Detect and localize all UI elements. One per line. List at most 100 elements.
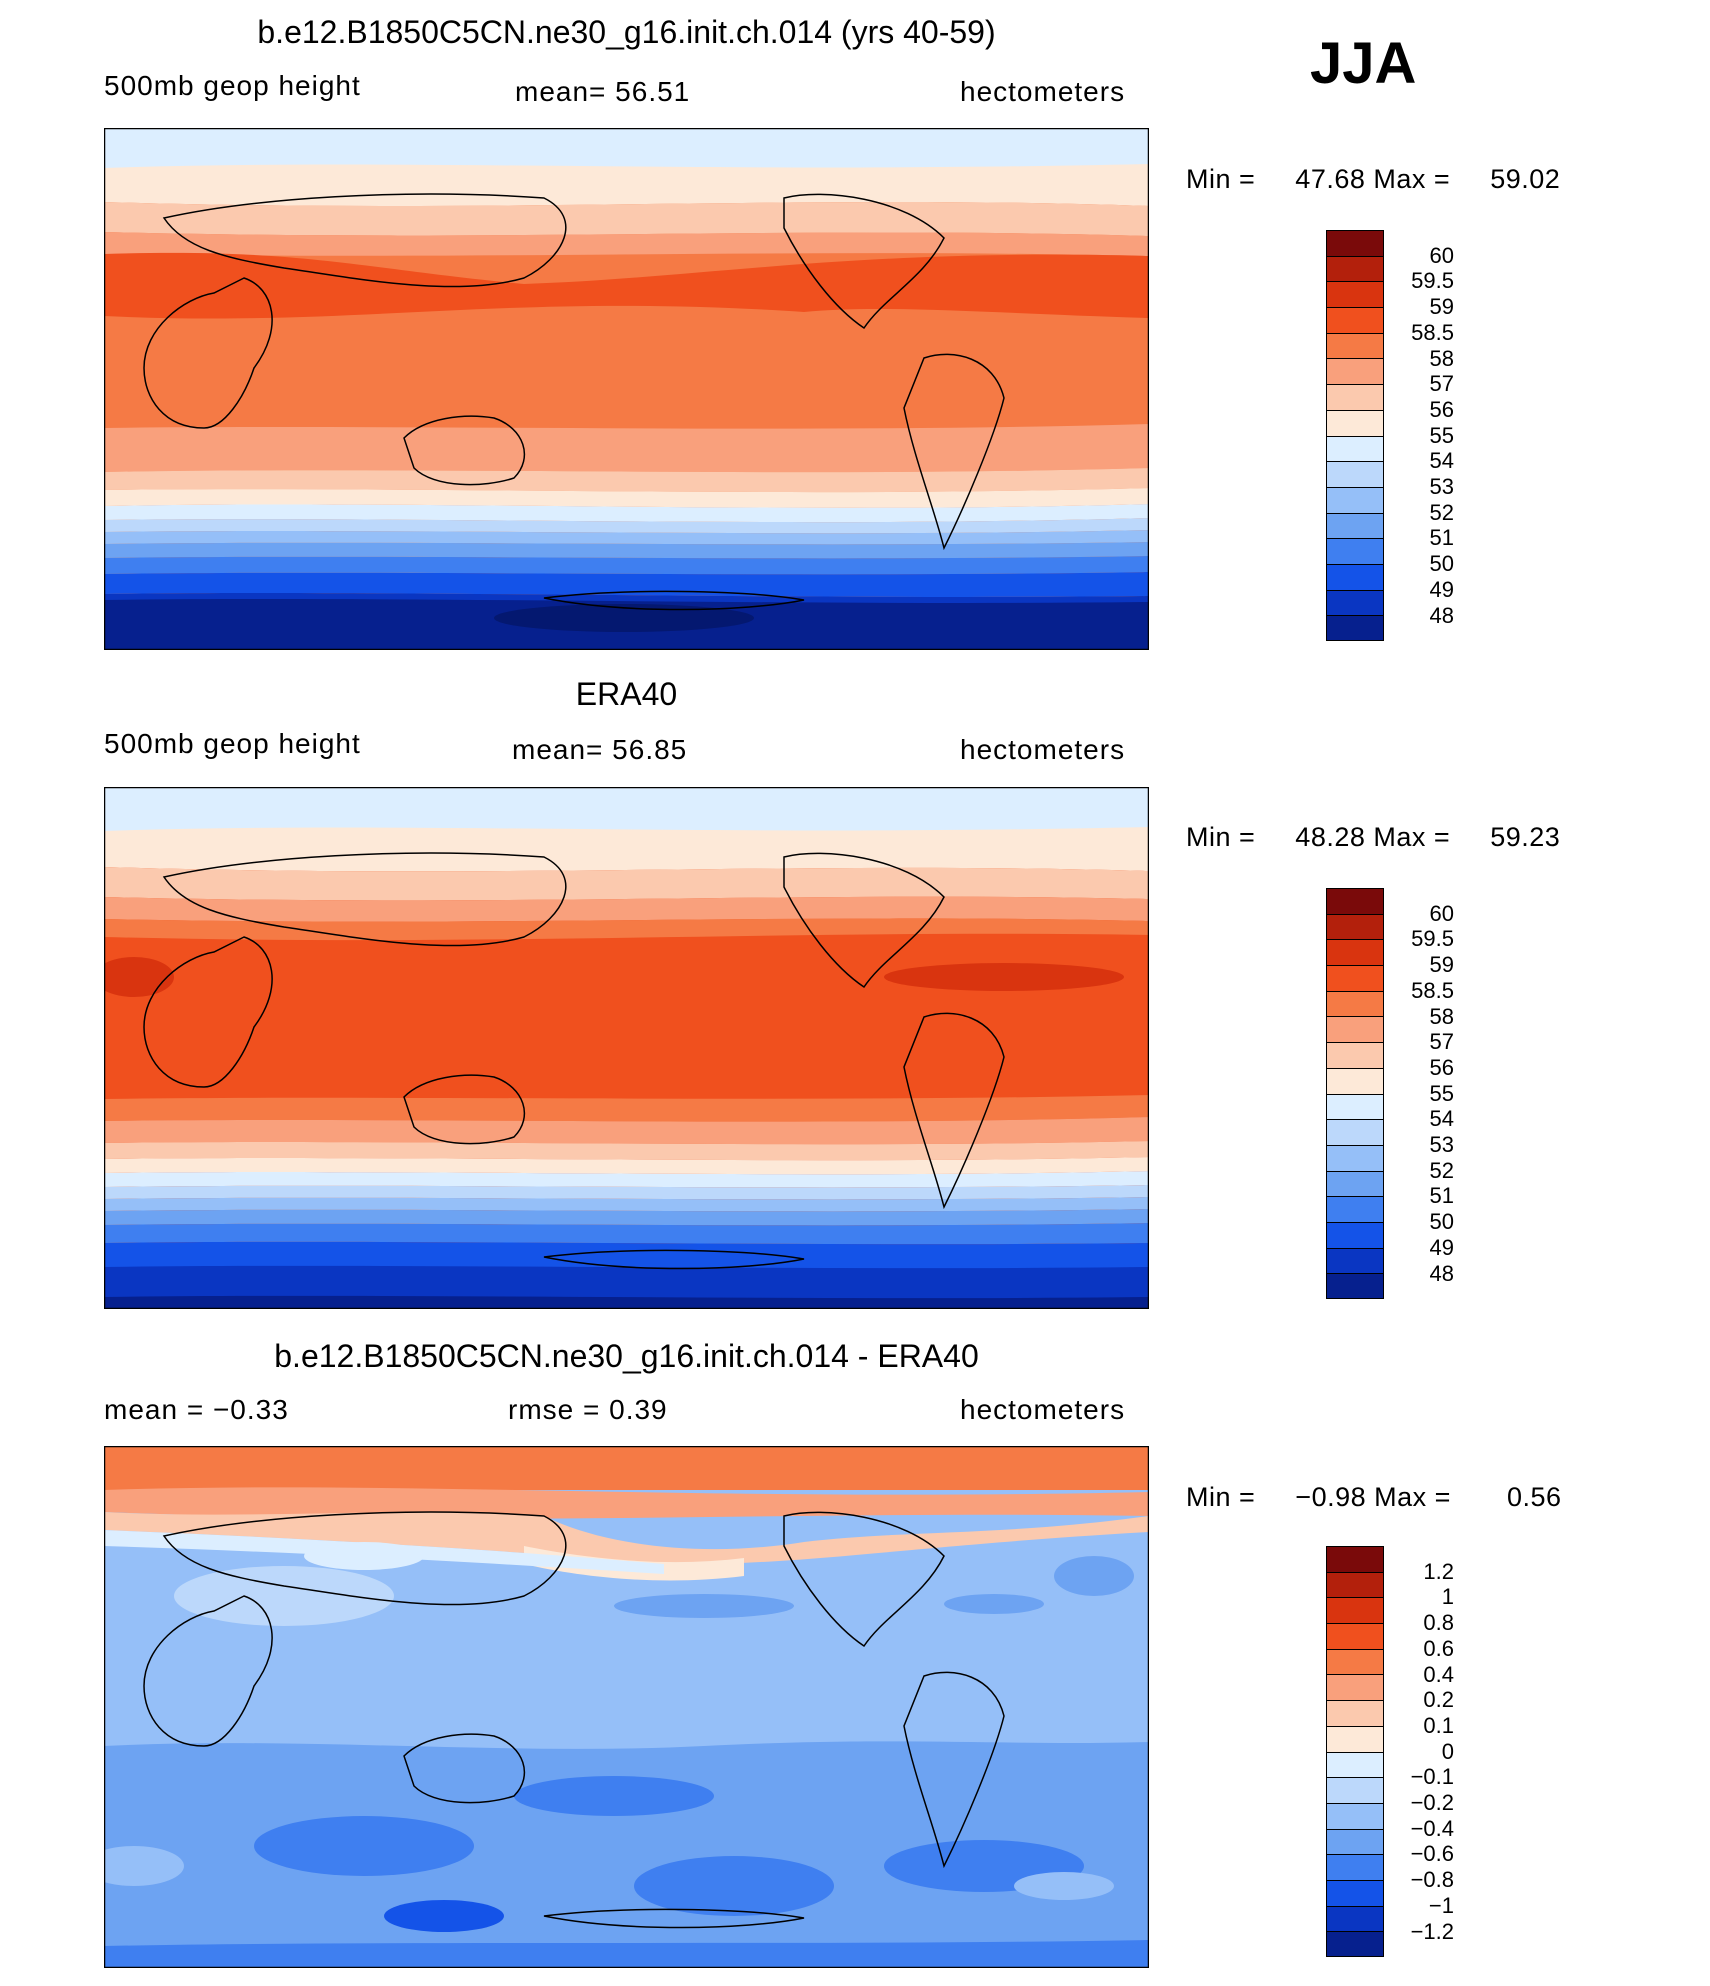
colorbar-segment bbox=[1326, 1597, 1384, 1624]
colorbar-segment bbox=[1326, 358, 1384, 385]
colorbar-segment bbox=[1326, 1196, 1384, 1222]
colorbar-tick-label: 59.5 bbox=[1411, 926, 1454, 952]
colorbar-segment bbox=[1326, 1931, 1384, 1957]
colorbar-segment bbox=[1326, 384, 1384, 410]
colorbar-tick-label: 0.1 bbox=[1423, 1712, 1454, 1738]
colorbar-segment bbox=[1326, 307, 1384, 333]
colorbar-segment bbox=[1326, 1802, 1384, 1829]
colorbar-tick-label: 59 bbox=[1429, 294, 1454, 320]
colorbar-segment bbox=[1326, 461, 1384, 487]
colorbar-tick-label: −1.2 bbox=[1410, 1918, 1454, 1944]
colorbar-segment bbox=[1326, 1674, 1384, 1701]
colorbar-tick-label: 0.2 bbox=[1423, 1687, 1454, 1713]
colorbar-tick-label: 0 bbox=[1441, 1738, 1454, 1764]
colorbar-tick-label: 54 bbox=[1429, 448, 1454, 474]
colorbar-segment bbox=[1326, 1119, 1384, 1145]
colorbar-segment bbox=[1326, 1725, 1384, 1752]
colorbar-segment bbox=[1326, 563, 1384, 590]
panel-3-map-svg bbox=[104, 1446, 1149, 1968]
panel-1-min-label: Min = bbox=[1186, 164, 1256, 194]
colorbar-tick-label: 56 bbox=[1429, 396, 1454, 422]
colorbar-segment bbox=[1326, 281, 1384, 308]
colorbar-tick-label: 58 bbox=[1429, 345, 1454, 371]
colorbar-tick-label: 53 bbox=[1429, 1132, 1454, 1157]
colorbar-segment bbox=[1326, 1093, 1384, 1120]
colorbar-tick-label: 60 bbox=[1429, 900, 1454, 926]
colorbar-tick-label: 0.6 bbox=[1423, 1635, 1454, 1661]
colorbar-segment bbox=[1326, 888, 1384, 914]
colorbar-segment bbox=[1326, 589, 1384, 616]
colorbar-segment bbox=[1326, 990, 1384, 1017]
panel-1-max-label: Max = bbox=[1373, 164, 1451, 194]
colorbar-tick-label: 50 bbox=[1429, 1209, 1454, 1235]
panel-3-rmse-label: rmse = 0.39 bbox=[508, 1394, 668, 1425]
colorbar-segment bbox=[1326, 1067, 1384, 1094]
colorbar-tick-label: 51 bbox=[1429, 1183, 1454, 1209]
colorbar-tick-label: 55 bbox=[1429, 422, 1454, 448]
panel-1-units-label: hectometers bbox=[960, 76, 1126, 107]
colorbar-tick-label: 49 bbox=[1429, 576, 1454, 602]
colorbar-segment bbox=[1326, 538, 1384, 564]
colorbar-segment bbox=[1326, 965, 1384, 991]
colorbar-segment bbox=[1326, 1905, 1384, 1932]
panel-3-colorbar bbox=[1326, 1546, 1386, 1957]
colorbar-tick-label: 1.2 bbox=[1423, 1558, 1454, 1584]
colorbar-tick-label: 59.5 bbox=[1411, 268, 1454, 294]
colorbar-segment bbox=[1326, 512, 1384, 539]
panel-1-left-label: 500mb geop height bbox=[104, 70, 361, 101]
panel-3-map bbox=[104, 1446, 1149, 1968]
panel-2-colorbar bbox=[1326, 888, 1386, 1299]
colorbar-tick-label: 60 bbox=[1429, 242, 1454, 268]
panel-3-min-value: −0.98 bbox=[1295, 1482, 1367, 1512]
colorbar-segment bbox=[1326, 1854, 1384, 1880]
colorbar-segment bbox=[1326, 1170, 1384, 1197]
panel-2-min-value: 48.28 bbox=[1295, 822, 1366, 852]
colorbar-segment bbox=[1326, 1144, 1384, 1171]
colorbar-tick-label: −0.1 bbox=[1410, 1764, 1454, 1790]
colorbar-segment bbox=[1326, 1016, 1384, 1043]
colorbar-tick-label: 57 bbox=[1429, 1029, 1454, 1055]
colorbar-tick-label: −0.2 bbox=[1410, 1790, 1454, 1815]
colorbar-segment bbox=[1326, 435, 1384, 462]
panel-1-colorbar bbox=[1326, 230, 1386, 641]
colorbar-tick-label: 50 bbox=[1429, 551, 1454, 577]
colorbar-tick-label: 58.5 bbox=[1411, 977, 1454, 1003]
panel-1-map bbox=[104, 128, 1149, 650]
panel-1-mean-label: mean= 56.51 bbox=[515, 76, 691, 107]
colorbar-segment bbox=[1326, 230, 1384, 256]
panel-2-map-svg bbox=[104, 787, 1149, 1309]
panel-2-map bbox=[104, 787, 1149, 1309]
colorbar-segment bbox=[1326, 255, 1384, 282]
colorbar-tick-label: −1 bbox=[1428, 1892, 1454, 1918]
colorbar-segment bbox=[1326, 1571, 1384, 1598]
colorbar-segment bbox=[1326, 1828, 1384, 1855]
colorbar-tick-label: −0.6 bbox=[1410, 1841, 1454, 1867]
panel-1-min-value: 47.68 bbox=[1295, 164, 1366, 194]
panel-3-title: b.e12.B1850C5CN.ne30_g16.init.ch.014 - E… bbox=[274, 1338, 979, 1374]
colorbar-tick-label: 58.5 bbox=[1411, 319, 1454, 345]
season-label: JJA bbox=[1310, 31, 1417, 96]
colorbar-segment bbox=[1326, 332, 1384, 359]
panel-3-max-label: Max = bbox=[1374, 1482, 1451, 1512]
panel-2-units-label: hectometers bbox=[960, 734, 1126, 765]
colorbar-segment bbox=[1326, 486, 1384, 513]
colorbar-segment bbox=[1326, 1700, 1384, 1726]
panel-1-title: b.e12.B1850C5CN.ne30_g16.init.ch.014 (yr… bbox=[257, 14, 996, 50]
colorbar-tick-label: 0.8 bbox=[1423, 1610, 1454, 1636]
colorbar-tick-label: 49 bbox=[1429, 1234, 1454, 1260]
colorbar-segment bbox=[1326, 1777, 1384, 1803]
colorbar-segment bbox=[1326, 1221, 1384, 1248]
colorbar-tick-label: 58 bbox=[1429, 1003, 1454, 1029]
panel-2-max-value: 59.23 bbox=[1490, 822, 1561, 852]
colorbar-segment bbox=[1326, 939, 1384, 966]
colorbar-segment bbox=[1326, 409, 1384, 436]
colorbar-tick-label: 57 bbox=[1429, 371, 1454, 397]
panel-3-max-value: 0.56 bbox=[1506, 1482, 1562, 1512]
panel-1-max-value: 59.02 bbox=[1490, 164, 1561, 194]
colorbar-segment bbox=[1326, 1247, 1384, 1274]
panel-3-mean-label: mean = −0.33 bbox=[104, 1394, 289, 1425]
colorbar-tick-label: 52 bbox=[1429, 1157, 1454, 1183]
colorbar-tick-label: 48 bbox=[1429, 1260, 1454, 1286]
panel-3-units-label: hectometers bbox=[960, 1394, 1126, 1425]
panel-2-title: ERA40 bbox=[575, 676, 678, 712]
